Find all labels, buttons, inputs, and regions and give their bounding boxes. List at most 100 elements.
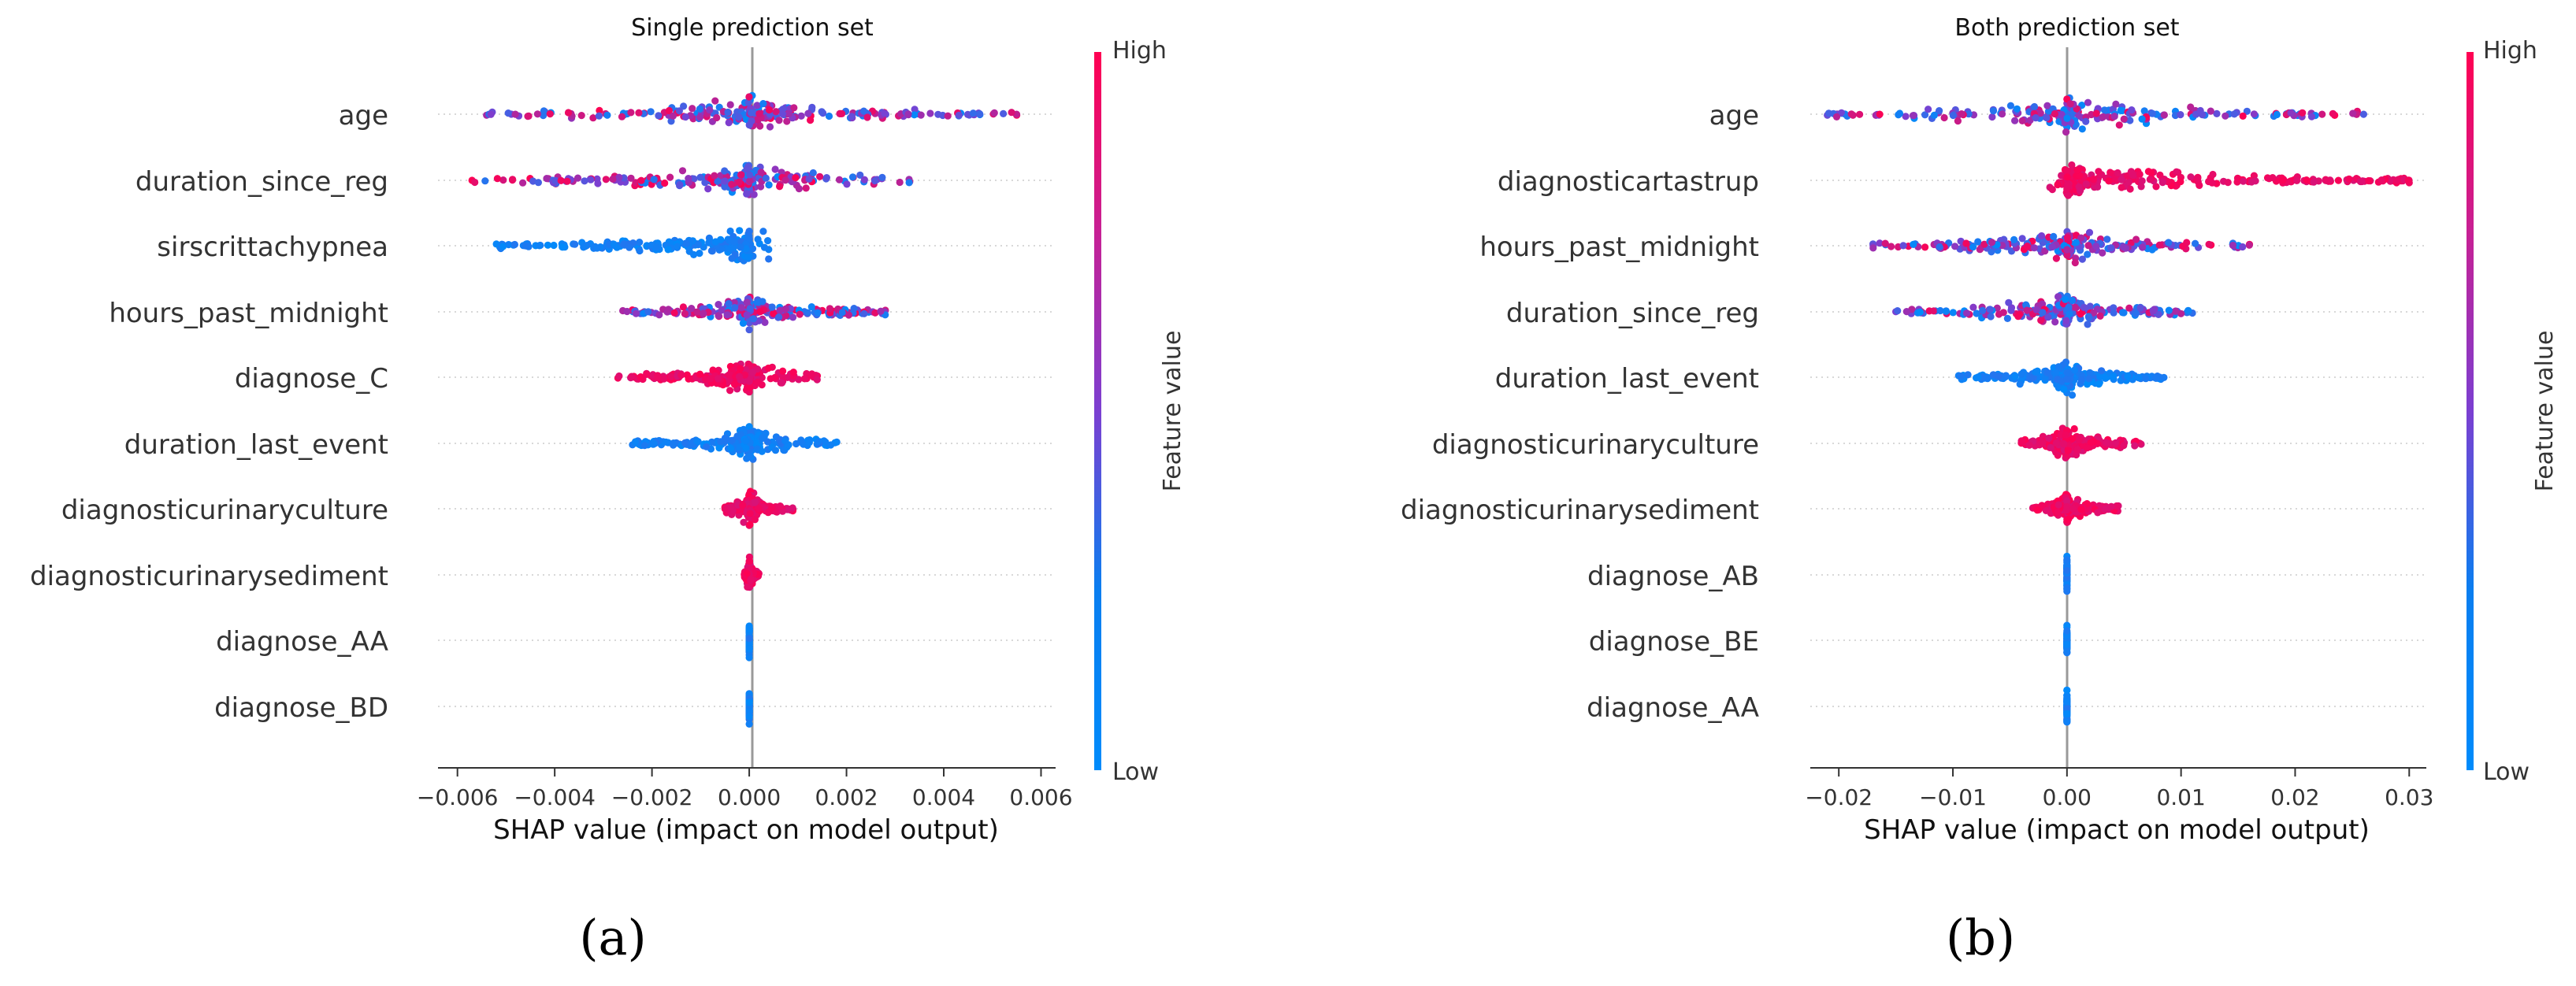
shap-point (2063, 588, 2071, 595)
shap-point (2393, 176, 2401, 184)
shap-point (2048, 186, 2056, 194)
shap-point (905, 179, 913, 187)
shap-point (762, 174, 770, 182)
shap-point (2023, 306, 2031, 314)
shap-point (596, 106, 603, 114)
shap-point (1894, 307, 1902, 315)
shap-point (2082, 117, 2090, 125)
shap-point (745, 423, 753, 431)
shap-point (681, 113, 689, 121)
shap-point (2124, 372, 2132, 380)
shap-point (2199, 111, 2207, 119)
shap-point (2070, 366, 2079, 374)
shap-point (2245, 241, 2253, 249)
shap-point (2058, 110, 2066, 118)
shap-point (2037, 317, 2045, 324)
shap-point (743, 165, 751, 173)
shap-point (779, 367, 787, 375)
shap-point (1008, 109, 1015, 117)
shap-point (735, 373, 744, 380)
shap-point (764, 237, 772, 245)
shap-point (726, 387, 734, 395)
shap-point (749, 315, 758, 323)
shap-point (623, 307, 631, 316)
shap-point (679, 303, 688, 311)
shap-point (2126, 185, 2134, 193)
shap-point (2194, 174, 2202, 183)
shap-point (534, 179, 543, 187)
shap-point (2054, 363, 2062, 371)
shap-point (2136, 304, 2144, 312)
shap-point (2128, 106, 2136, 114)
shap-point (926, 109, 934, 117)
shap-point (2183, 239, 2191, 246)
shap-point (745, 645, 753, 653)
shap-point (620, 240, 628, 248)
shap-point (2085, 313, 2093, 321)
shap-point (637, 373, 644, 381)
panel-a-title: Single prediction set (631, 14, 874, 42)
shap-point (838, 109, 846, 117)
shap-point (1988, 113, 1996, 121)
shap-point (677, 371, 685, 379)
shap-point (859, 107, 868, 115)
shap-point (2052, 254, 2060, 262)
shap-point (747, 575, 755, 584)
shap-point (493, 175, 502, 183)
panel-a-colorbar-gradient (1094, 52, 1101, 770)
panel-a-feature-label: sirscrittachypnea (157, 232, 388, 263)
shap-point (2063, 627, 2071, 635)
shap-point (737, 243, 744, 251)
shap-point (571, 240, 579, 248)
panel-a-colorbar: High Low Feature value (1094, 37, 1186, 786)
shap-point (776, 306, 784, 314)
shap-point (2208, 179, 2216, 187)
shap-point (637, 176, 645, 184)
shap-point (797, 112, 805, 120)
shap-point (627, 109, 635, 117)
x-tick-label: 0.000 (718, 784, 781, 810)
shap-point (1847, 110, 1855, 118)
shap-point (863, 113, 871, 121)
shap-point (804, 309, 811, 317)
shap-point (662, 438, 670, 446)
shap-point (2240, 177, 2248, 185)
panel-a: Single prediction set age duration_since… (30, 14, 1186, 966)
shap-point (759, 434, 766, 442)
shap-point (644, 308, 652, 316)
shap-point (2063, 234, 2071, 242)
shap-point (2063, 698, 2071, 706)
shap-point (2048, 243, 2056, 251)
shap-point (546, 110, 554, 118)
shap-point (631, 438, 640, 446)
shap-point (764, 364, 772, 373)
shap-point (2404, 176, 2412, 184)
shap-point (2062, 128, 2070, 136)
shap-point (745, 377, 753, 385)
shap-point (681, 310, 689, 317)
shap-point (730, 298, 738, 306)
shap-point (825, 112, 833, 120)
x-tick-label: 0.004 (912, 784, 975, 810)
shap-point (2006, 102, 2014, 109)
shap-point (2165, 239, 2173, 246)
shap-point (563, 177, 571, 185)
shap-point (715, 444, 723, 452)
shap-point (2010, 235, 2018, 243)
shap-point (2322, 176, 2331, 184)
shap-point (2265, 175, 2273, 183)
shap-point (730, 380, 739, 388)
shap-point (2129, 172, 2137, 180)
shap-point (510, 240, 519, 249)
shap-point (755, 317, 763, 324)
panel-b-gridlines (1810, 113, 2426, 707)
shap-point (2148, 246, 2156, 254)
shap-point (2077, 376, 2085, 384)
shap-point (2106, 169, 2114, 176)
shap-point (725, 377, 733, 385)
x-tick-label: −0.02 (1805, 784, 1873, 810)
shap-point (746, 177, 754, 185)
shap-point (741, 371, 749, 379)
shap-point (1909, 112, 1917, 120)
shap-point (2112, 100, 2120, 108)
